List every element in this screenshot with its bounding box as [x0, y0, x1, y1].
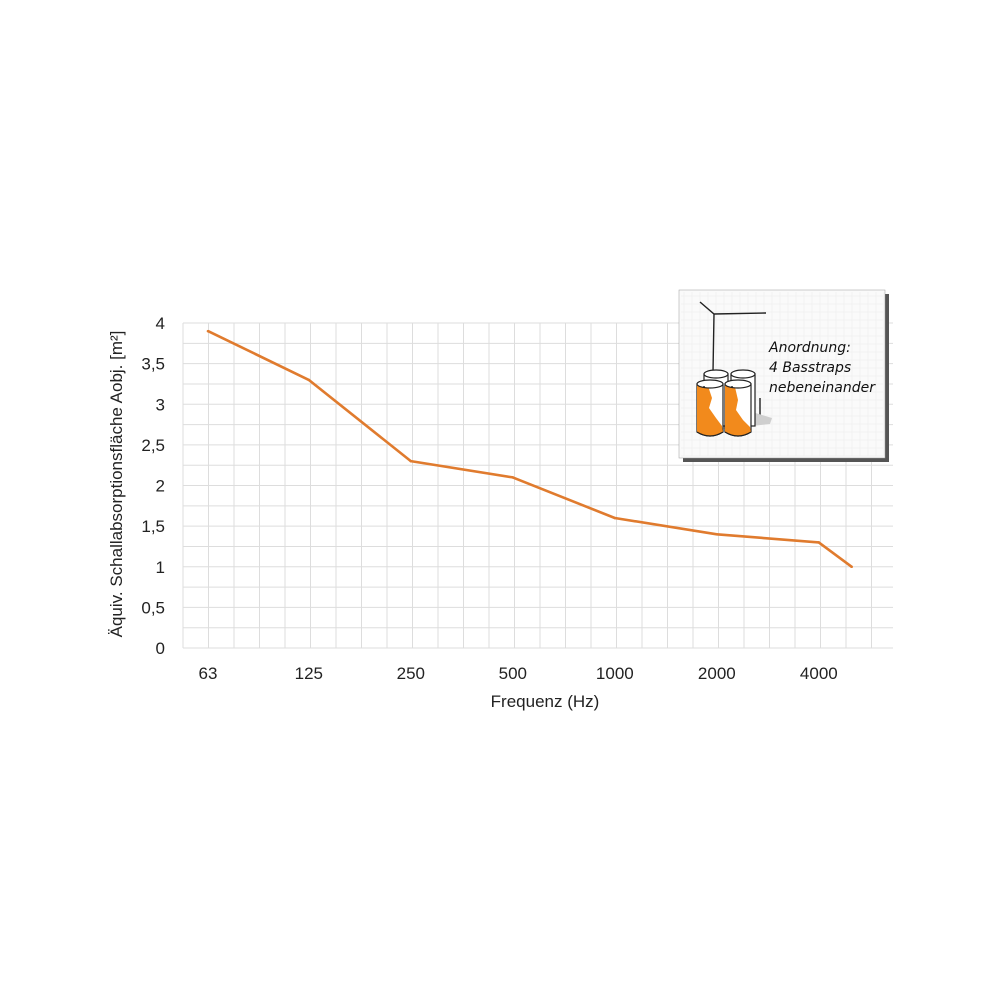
y-tick-label: 1 — [156, 558, 165, 577]
basstrap-front-left — [696, 379, 724, 437]
inset-text-line-3: nebeneinander — [769, 380, 876, 396]
inset-text-line-2: 4 Basstraps — [769, 360, 851, 376]
x-tick-label: 63 — [199, 664, 218, 683]
room-corner-lines — [699, 301, 767, 416]
x-tick-label: 2000 — [698, 664, 736, 683]
x-axis-title: Frequenz (Hz) — [491, 692, 600, 711]
data-point — [850, 565, 853, 569]
y-axis-ticks: 0 0,5 1 1,5 2 2,5 3 3,5 4 — [141, 314, 165, 658]
y-axis-title: Äquiv. Schallabsorptionsfläche Aobj. [m²… — [107, 331, 126, 638]
y-tick-label: 2 — [156, 477, 165, 496]
series-line — [207, 329, 853, 568]
inset-text-line-1: Anordnung: — [768, 340, 851, 356]
x-axis-ticks: 63 125 250 500 1000 2000 4000 — [199, 664, 838, 683]
x-tick-label: 250 — [397, 664, 425, 683]
data-point — [613, 516, 617, 520]
data-point — [307, 378, 311, 382]
basstrap-front-right — [724, 379, 752, 437]
y-tick-label: 3 — [156, 395, 165, 414]
data-point — [206, 329, 210, 333]
data-point — [817, 541, 821, 544]
y-tick-label: 2,5 — [141, 436, 165, 455]
inset-illustration: Anordnung: 4 Basstraps nebeneinander — [678, 289, 889, 462]
x-tick-label: 1000 — [596, 664, 634, 683]
data-point — [715, 532, 719, 536]
y-tick-label: 3,5 — [141, 355, 165, 374]
x-tick-label: 4000 — [800, 664, 838, 683]
data-point — [409, 459, 413, 463]
y-tick-label: 4 — [156, 314, 165, 333]
y-tick-label: 0,5 — [141, 598, 165, 617]
data-point — [511, 476, 515, 479]
series-group — [206, 329, 853, 569]
x-tick-label: 125 — [295, 664, 323, 683]
y-tick-label: 1,5 — [141, 517, 165, 536]
x-tick-label: 500 — [499, 664, 527, 683]
y-tick-label: 0 — [156, 639, 165, 658]
